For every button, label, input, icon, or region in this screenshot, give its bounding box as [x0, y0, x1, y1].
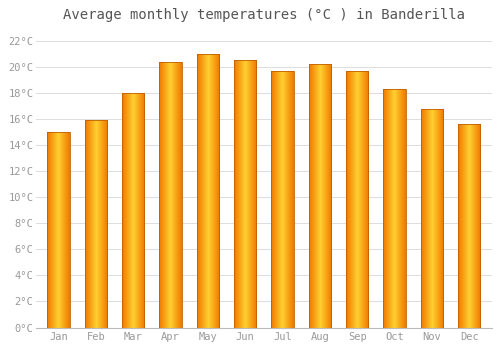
- Bar: [84, 120, 107, 328]
- Bar: [272, 71, 294, 328]
- Bar: [48, 132, 70, 328]
- Bar: [346, 71, 368, 328]
- Bar: [122, 93, 144, 328]
- Bar: [160, 62, 182, 328]
- Bar: [420, 108, 443, 328]
- Bar: [234, 61, 256, 328]
- Title: Average monthly temperatures (°C ) in Banderilla: Average monthly temperatures (°C ) in Ba…: [63, 8, 465, 22]
- Bar: [384, 89, 406, 328]
- Bar: [458, 124, 480, 328]
- Bar: [308, 64, 331, 328]
- Bar: [196, 54, 219, 328]
